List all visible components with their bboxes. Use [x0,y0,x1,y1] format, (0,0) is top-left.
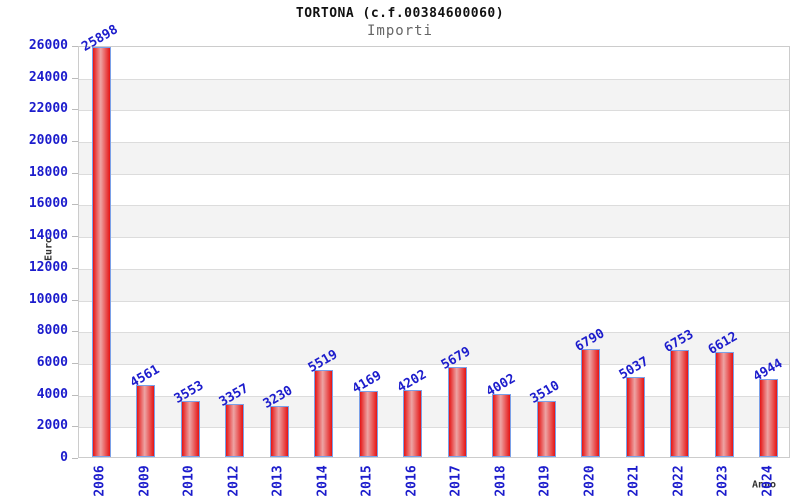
x-axis-tick-label: 2017 [448,465,464,497]
x-axis-tick-label: 2013 [270,465,286,497]
y-axis-tick-label: 26000 [28,38,68,53]
plot-band [79,142,789,174]
y-axis-tick [72,141,78,143]
bar [358,390,378,457]
y-axis-tick-label: 4000 [36,386,68,402]
gridline [79,363,789,365]
y-axis-tick [72,236,78,238]
y-axis-tick-label: 22000 [28,101,68,117]
gridline [79,173,789,175]
x-axis-tick-label: 2020 [582,465,598,497]
x-axis-tick-label: 2019 [537,465,553,497]
y-axis-tick-label: 8000 [36,323,68,339]
y-axis-tick [72,172,78,174]
y-axis-tick-label: 20000 [28,133,68,149]
x-axis-tick-label: 2012 [226,465,242,497]
gridline [79,205,789,207]
y-axis-tick [72,394,78,396]
y-axis-tick-label: 16000 [28,196,68,212]
gridline [79,268,789,270]
y-axis-tick [72,204,78,206]
y-axis-tick-label: 2000 [36,418,68,434]
gridline [79,300,789,302]
bar [714,352,734,457]
x-axis-tick-label: 2006 [92,465,108,497]
gridline [79,237,789,239]
y-axis-tick [72,426,78,428]
y-axis-tick-label: 18000 [28,164,68,180]
y-axis-tick [72,46,78,47]
y-axis-tick-label: 0 [60,450,68,465]
y-axis-tick-label: 6000 [36,354,68,370]
x-axis-tick-label: 2024 [760,465,776,497]
y-axis-tick [72,299,78,301]
x-axis-tick-label: 2022 [671,465,687,497]
bar [269,405,289,457]
x-axis-tick-label: 2015 [359,465,375,497]
x-axis-tick-label: 2023 [715,465,731,497]
y-axis-tick [72,331,78,333]
bar [136,384,156,457]
plot-area [78,46,790,458]
x-axis-tick-label: 2014 [315,465,331,497]
y-axis-tick-label: 10000 [28,291,68,307]
gridline [79,78,789,80]
y-axis-tick [72,77,78,79]
y-axis-tick-label: 24000 [28,69,68,85]
x-axis-tick-label: 2016 [404,465,420,497]
chart-subtitle: Importi [366,23,433,39]
x-axis-tick-label: 2018 [493,465,509,497]
x-axis-tick-label: 2010 [181,465,197,497]
bar [403,390,423,457]
gridline [79,427,789,429]
y-axis-tick [72,458,78,459]
gridline [79,142,789,144]
plot-band [79,268,789,301]
bar [447,367,467,457]
gridline [79,332,789,334]
chart-title: TORTONA (c.f.00384600060) [295,6,505,21]
bar [180,400,200,457]
bar [314,369,334,457]
y-axis-tick [72,267,78,269]
bar [670,350,690,457]
y-axis-tick-label: 12000 [28,259,68,275]
bar [225,403,245,457]
plot-band [79,78,789,111]
bar [759,378,779,457]
gridline [79,395,789,397]
y-axis-tick [72,109,78,111]
plot-band [79,205,789,238]
bar [625,377,645,457]
y-axis-tick [72,362,78,364]
bar [536,401,556,457]
bar [91,46,111,457]
bar [581,349,601,457]
y-axis-tick-label: 14000 [28,228,68,244]
x-axis-title: Anno [751,479,777,491]
x-axis-tick-label: 2009 [137,465,153,497]
x-axis-tick-label: 2021 [626,465,642,497]
gridline [79,110,789,112]
bar [492,393,512,457]
